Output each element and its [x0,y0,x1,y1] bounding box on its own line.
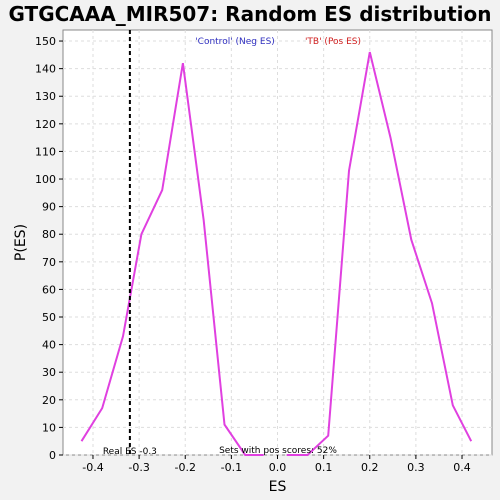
x-axis-ticks: -0.4 -0.3 -0.2 -0.1 0.0 0.1 0.2 0.3 0.4 [82,455,471,474]
y-tick-label: 60 [42,283,56,296]
legend-entry-control: 'Control' (Neg ES) [195,37,275,47]
y-tick-label: 30 [42,366,56,379]
x-tick-label: -0.4 [82,461,103,474]
y-tick-label: 120 [35,118,56,131]
y-tick-label: 20 [42,394,56,407]
y-tick-label: 90 [42,201,56,214]
y-tick-label: 140 [35,63,56,76]
y-tick-label: 100 [35,173,56,186]
x-axis-title: ES [269,479,287,495]
chart-title: GTGCAAA_MIR507: Random ES distribution [8,2,492,26]
y-tick-label: 130 [35,90,56,103]
x-tick-label: -0.2 [175,461,196,474]
series-lines [80,51,473,456]
x-tick-label: -0.3 [128,461,149,474]
x-tick-label: 0.4 [453,461,471,474]
pos-scores-label: Sets with pos scores: 52% [219,446,337,456]
series-line-tb [286,51,473,456]
x-tick-label: 0.0 [269,461,287,474]
y-tick-label: 40 [42,339,56,352]
series-line-control [80,62,264,456]
x-tick-label: 0.1 [315,461,333,474]
y-tick-label: 50 [42,311,56,324]
x-tick-label: -0.1 [221,461,242,474]
real-es-label: Real ES -0.3 [103,447,157,457]
grid-lines [63,30,492,456]
y-tick-label: 150 [35,35,56,48]
y-tick-label: 0 [49,449,56,462]
y-tick-label: 70 [42,256,56,269]
y-tick-label: 10 [42,421,56,434]
y-tick-label: 110 [35,145,56,158]
y-axis-ticks: 0 10 20 30 40 50 60 70 80 90 100 110 120 130 140 150 [35,35,63,462]
x-tick-label: 0.2 [361,461,379,474]
y-axis-title: P(ES) [13,224,29,261]
legend-entry-tb: 'TB' (Pos ES) [305,37,361,47]
y-tick-label: 80 [42,228,56,241]
x-tick-label: 0.3 [407,461,425,474]
